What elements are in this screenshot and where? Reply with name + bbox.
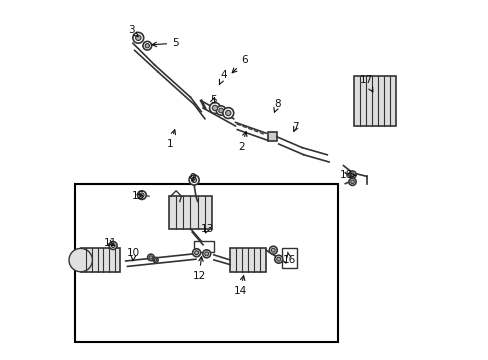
Text: 4: 4 xyxy=(219,69,227,85)
Circle shape xyxy=(137,191,146,199)
Circle shape xyxy=(348,178,355,185)
Text: 9: 9 xyxy=(188,173,195,183)
Circle shape xyxy=(203,250,210,258)
Text: 15: 15 xyxy=(131,191,144,201)
Circle shape xyxy=(225,111,230,116)
Circle shape xyxy=(216,106,225,115)
Text: 3: 3 xyxy=(127,25,138,37)
Text: 7: 7 xyxy=(292,122,298,132)
Bar xyxy=(230,248,265,272)
Circle shape xyxy=(191,177,196,183)
Bar xyxy=(282,248,296,268)
Bar xyxy=(194,241,213,252)
Circle shape xyxy=(271,248,275,252)
Text: 14: 14 xyxy=(233,276,246,296)
Bar xyxy=(75,184,337,342)
Text: 17: 17 xyxy=(359,75,372,92)
Circle shape xyxy=(109,242,117,249)
Circle shape xyxy=(192,249,200,257)
Text: 8: 8 xyxy=(273,99,281,112)
Circle shape xyxy=(140,193,144,197)
Circle shape xyxy=(69,248,92,272)
Circle shape xyxy=(212,105,217,111)
Circle shape xyxy=(209,103,220,113)
Bar xyxy=(354,76,395,126)
Text: 16: 16 xyxy=(282,252,296,265)
Text: 10: 10 xyxy=(127,248,140,261)
Circle shape xyxy=(269,246,277,254)
Text: 1: 1 xyxy=(166,130,175,149)
Text: 5: 5 xyxy=(152,38,178,48)
Text: 5: 5 xyxy=(210,95,216,105)
Circle shape xyxy=(153,257,158,262)
Text: 18: 18 xyxy=(339,170,355,180)
Circle shape xyxy=(194,251,198,255)
Circle shape xyxy=(223,108,233,118)
Circle shape xyxy=(111,243,115,248)
Circle shape xyxy=(350,180,354,184)
Circle shape xyxy=(135,35,141,41)
Circle shape xyxy=(133,32,143,43)
Circle shape xyxy=(145,44,149,48)
Bar xyxy=(267,132,276,141)
Circle shape xyxy=(142,41,151,50)
Circle shape xyxy=(350,173,354,176)
Circle shape xyxy=(274,255,282,263)
Text: 11: 11 xyxy=(104,238,117,248)
Circle shape xyxy=(204,252,208,256)
Text: 6: 6 xyxy=(232,55,247,73)
Circle shape xyxy=(149,256,152,259)
Bar xyxy=(81,248,120,272)
Circle shape xyxy=(147,254,154,261)
Text: 12: 12 xyxy=(192,257,205,281)
Bar xyxy=(168,196,212,229)
Circle shape xyxy=(348,171,355,178)
Circle shape xyxy=(218,108,223,113)
Circle shape xyxy=(154,258,157,261)
Text: 2: 2 xyxy=(238,132,246,152)
Circle shape xyxy=(276,257,280,261)
Circle shape xyxy=(189,175,199,185)
Text: 13: 13 xyxy=(200,224,213,234)
